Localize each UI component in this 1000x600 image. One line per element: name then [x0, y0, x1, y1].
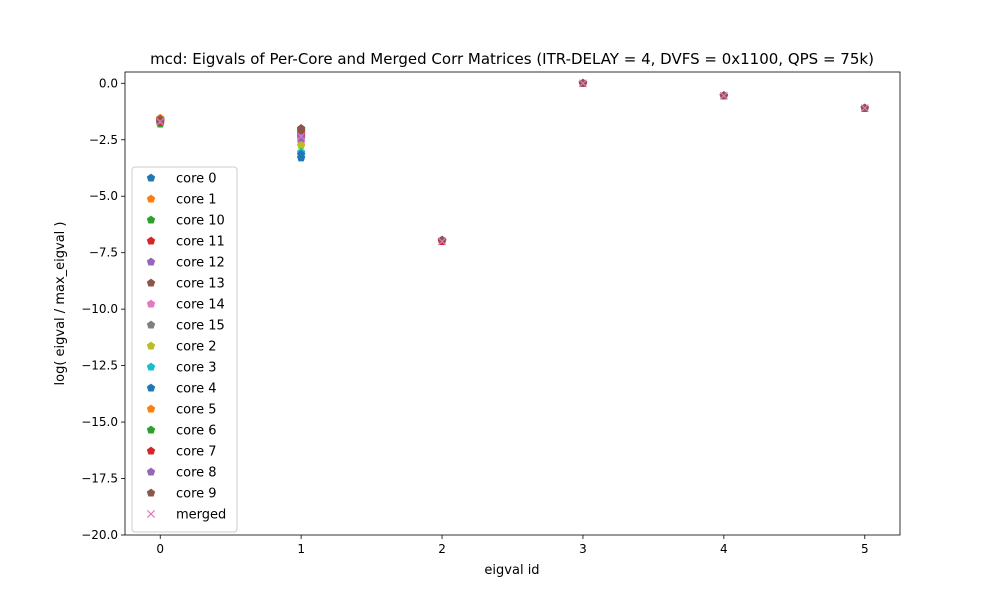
legend-item: core 3 — [146, 361, 217, 376]
legend-label: core 8 — [176, 466, 217, 481]
legend-item: core 8 — [146, 466, 217, 481]
legend-marker — [146, 425, 156, 434]
y-tick-label: −5.0 — [89, 189, 118, 203]
legend-label: core 4 — [176, 382, 217, 397]
legend-item: core 7 — [146, 445, 217, 460]
plot-area — [125, 72, 900, 535]
data-point — [437, 235, 447, 244]
legend-marker — [146, 446, 156, 455]
legend-marker — [146, 341, 156, 350]
x-axis-label: eigval id — [484, 563, 539, 578]
legend-item: core 6 — [146, 424, 217, 439]
legend-box — [131, 166, 238, 533]
data-point — [156, 117, 165, 126]
legend-item: core 2 — [146, 340, 217, 355]
legend-item: core 10 — [146, 214, 225, 229]
legend: core 0 core 1 core 10 core 11 core 12 core 13… — [131, 166, 238, 533]
plot-border — [124, 71, 901, 536]
legend-item: core 9 — [146, 487, 217, 502]
legend-marker — [146, 194, 156, 203]
legend-marker — [146, 362, 156, 371]
x-tick-label: 4 — [720, 542, 728, 556]
legend-label: core 15 — [176, 319, 225, 334]
legend-item: core 14 — [146, 298, 225, 313]
x-tick-label: 2 — [438, 542, 446, 556]
y-tick-label: −2.5 — [89, 133, 118, 147]
legend-label: core 9 — [176, 487, 217, 502]
legend-label: core 7 — [176, 445, 217, 460]
data-point — [719, 91, 728, 100]
y-tick-label: −15.0 — [81, 415, 118, 429]
legend-label: merged — [176, 508, 226, 523]
data-point — [296, 141, 306, 149]
y-tick-label: −12.5 — [81, 359, 118, 373]
legend-marker — [146, 488, 156, 497]
legend-marker — [146, 236, 156, 245]
legend-item: merged — [146, 508, 226, 523]
data-point — [156, 115, 165, 123]
legend-item: core 12 — [146, 256, 225, 271]
data-point — [296, 150, 306, 158]
legend-item: core 15 — [146, 319, 225, 334]
legend-marker — [146, 509, 156, 519]
legend-label: core 2 — [176, 340, 217, 355]
legend-label: core 3 — [176, 361, 217, 376]
legend-label: core 14 — [176, 298, 225, 313]
legend-label: core 10 — [176, 214, 225, 229]
legend-item: core 0 — [146, 172, 217, 187]
y-tick-label: −7.5 — [89, 246, 118, 260]
legend-item: core 11 — [146, 235, 225, 250]
legend-label: core 0 — [176, 172, 217, 187]
legend-marker — [146, 404, 156, 413]
legend-marker — [146, 173, 156, 182]
chart-title: mcd: Eigvals of Per-Core and Merged Corr… — [150, 50, 874, 68]
legend-marker — [146, 257, 156, 266]
legend-marker — [146, 467, 156, 476]
legend-item: core 5 — [146, 403, 217, 418]
y-tick-label: −10.0 — [81, 302, 118, 316]
data-point — [860, 104, 869, 113]
x-tick-label: 5 — [861, 542, 869, 556]
y-tick-label: −20.0 — [81, 528, 118, 542]
y-tick-label: 0.0 — [99, 76, 118, 90]
series-merged — [156, 79, 869, 246]
legend-label: core 13 — [176, 277, 225, 292]
data-points — [156, 78, 869, 246]
legend-marker — [146, 299, 156, 308]
legend-label: core 11 — [176, 235, 225, 250]
legend-item: core 13 — [146, 277, 225, 292]
legend-label: core 12 — [176, 256, 225, 271]
data-point — [578, 79, 587, 88]
legend-marker — [146, 278, 156, 287]
x-tick-label: 3 — [579, 542, 587, 556]
legend-label: core 1 — [176, 193, 217, 208]
legend-marker — [146, 383, 156, 392]
legend-label: core 6 — [176, 424, 217, 439]
y-axis-label: log( eigval / max_eigval ) — [53, 222, 68, 386]
y-tick-label: −17.5 — [81, 472, 118, 486]
legend-marker — [146, 215, 156, 224]
data-point — [296, 125, 306, 134]
legend-item: core 1 — [146, 193, 217, 208]
data-point — [297, 132, 306, 141]
legend-label: core 5 — [176, 403, 217, 418]
x-axis: 0 1 2 3 4 5 — [156, 535, 869, 556]
y-axis: 0.0 −2.5 −5.0 −7.5 −10.0 −12.5 −15.0 −17.5 −20.0 — [81, 76, 125, 542]
x-tick-label: 0 — [156, 542, 164, 556]
x-tick-label: 1 — [297, 542, 305, 556]
data-point — [438, 237, 447, 246]
legend-item: core 4 — [146, 382, 217, 397]
legend-marker — [146, 320, 156, 329]
